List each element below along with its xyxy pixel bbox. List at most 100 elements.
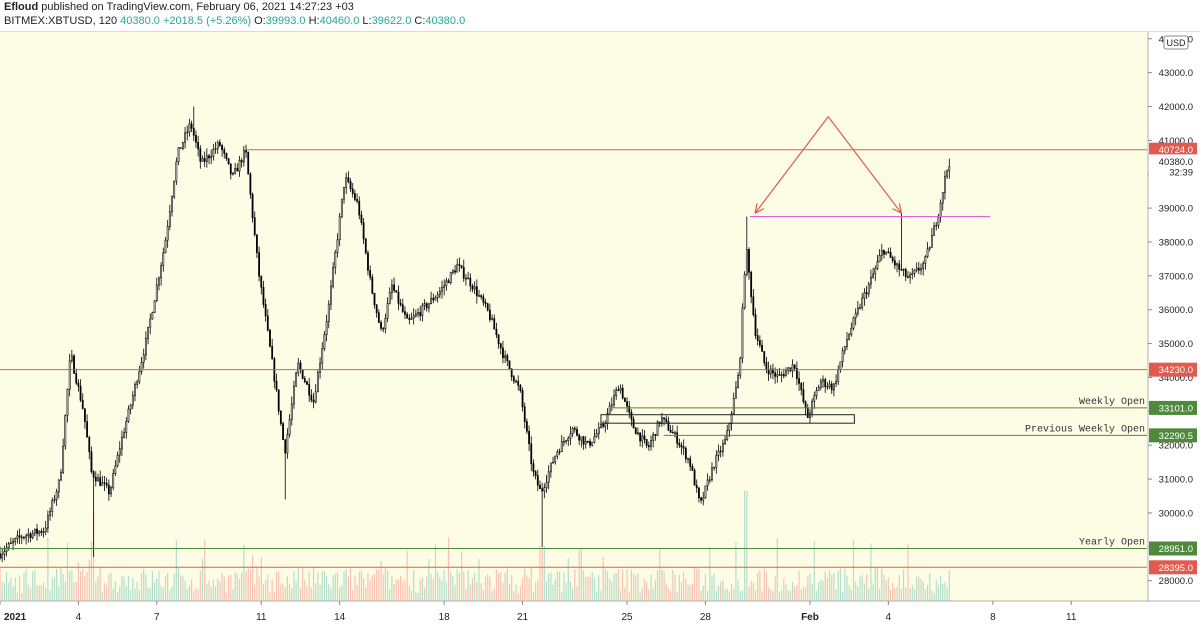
candle-body xyxy=(497,334,500,345)
volume-bar xyxy=(791,582,794,601)
candle-body xyxy=(277,389,280,412)
candle xyxy=(604,420,607,433)
volume-bar xyxy=(683,571,685,601)
close-value: 40380.0 xyxy=(425,15,466,27)
candle xyxy=(438,287,441,299)
volume-bar xyxy=(924,589,926,601)
candle-body xyxy=(436,294,439,298)
level-price-tag: 34230.0 xyxy=(1149,362,1197,377)
candle xyxy=(297,357,300,377)
candle xyxy=(238,155,241,177)
volume-bar xyxy=(935,579,937,601)
candle xyxy=(147,326,149,345)
volume-bar xyxy=(25,569,27,601)
candle xyxy=(414,309,417,318)
volume-bar xyxy=(95,581,97,601)
symbol-label[interactable]: BITMEX:XBTUSD, 120 xyxy=(4,15,118,27)
candle-body xyxy=(700,497,702,501)
candle-body xyxy=(393,284,395,291)
author-name[interactable]: Efloud xyxy=(4,1,39,13)
volume-bar xyxy=(260,557,262,601)
candle-body xyxy=(451,270,454,273)
candle-body xyxy=(933,225,935,236)
volume-bar xyxy=(691,583,693,601)
arrow-head xyxy=(754,208,765,214)
volume-bar xyxy=(609,579,611,601)
candle-body xyxy=(782,374,785,377)
candle-body xyxy=(687,458,689,460)
candle-body xyxy=(414,313,417,317)
candle xyxy=(216,140,219,154)
volume-bar xyxy=(106,584,108,601)
candle-body xyxy=(373,292,376,306)
candle xyxy=(946,169,949,179)
candle-body xyxy=(488,309,491,320)
volume-bar xyxy=(504,572,506,601)
candle xyxy=(116,451,119,468)
volume-bar xyxy=(275,571,278,601)
candle xyxy=(86,414,88,438)
volume-bar xyxy=(345,569,347,601)
candle-body xyxy=(210,156,213,159)
level-tag-label: 34230.0 xyxy=(1159,365,1193,376)
volume-bar xyxy=(750,581,752,601)
candle-body xyxy=(201,158,204,162)
candle-body xyxy=(669,429,672,433)
candle xyxy=(502,340,504,364)
candle xyxy=(898,259,901,277)
volume-bar xyxy=(463,571,465,601)
candle xyxy=(593,429,596,444)
candle xyxy=(782,368,785,379)
candle-body xyxy=(105,483,108,486)
volume-bar xyxy=(872,583,874,601)
candle xyxy=(253,211,256,237)
candle xyxy=(486,302,489,312)
volume-bar xyxy=(262,583,265,601)
level-tag-box xyxy=(1149,142,1197,157)
candle-body xyxy=(706,479,709,487)
volume-bar xyxy=(848,585,850,601)
candle-body xyxy=(303,378,306,383)
candle xyxy=(103,476,106,492)
candle-body xyxy=(216,142,219,149)
volume-bar xyxy=(572,587,574,601)
volume-bar xyxy=(404,579,406,601)
candle-body xyxy=(486,303,489,311)
candle-body xyxy=(887,251,890,253)
candle xyxy=(373,292,376,309)
candle xyxy=(504,350,507,364)
candle-body xyxy=(654,434,657,436)
candle-body xyxy=(325,321,328,335)
candle-body xyxy=(552,461,554,464)
volume-bar xyxy=(676,591,678,601)
candle xyxy=(443,279,446,296)
volume-bar xyxy=(332,575,334,601)
volume-bar xyxy=(421,577,423,601)
candle-body xyxy=(813,395,816,402)
candle xyxy=(848,332,851,341)
candle xyxy=(53,495,56,504)
volume-bar xyxy=(650,574,652,601)
volume-bar xyxy=(354,575,356,601)
candle xyxy=(47,510,49,533)
candle xyxy=(310,389,313,403)
candle xyxy=(748,247,750,280)
volume-bar xyxy=(460,551,463,601)
volume-bar xyxy=(254,584,256,601)
candle xyxy=(367,250,369,276)
volume-bar xyxy=(225,592,228,601)
volume-bar xyxy=(469,584,471,601)
candle xyxy=(674,430,676,438)
candle-body xyxy=(824,379,827,387)
candle xyxy=(199,145,202,169)
candle xyxy=(386,297,389,323)
candle xyxy=(578,433,581,445)
candle-body xyxy=(521,390,524,408)
candle-body xyxy=(404,311,406,315)
candle-body xyxy=(876,261,879,269)
candle-body xyxy=(44,527,47,532)
volume-bar xyxy=(328,583,330,601)
candle-body xyxy=(388,292,391,304)
candle xyxy=(795,361,798,386)
